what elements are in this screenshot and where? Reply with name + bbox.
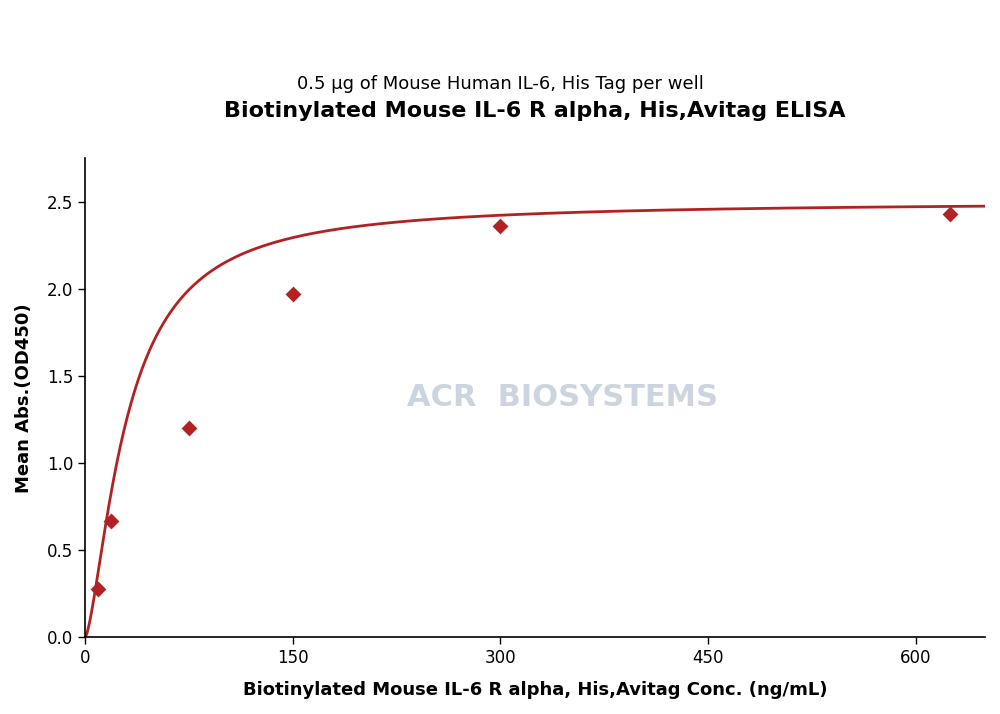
Point: [492, 221, 508, 232]
X-axis label: Biotinylated Mouse IL-6 R alpha, His,Avitag Conc. (ng/mL): Biotinylated Mouse IL-6 R alpha, His,Avi…: [243, 681, 827, 699]
Point: [90, 583, 106, 594]
Y-axis label: Mean Abs.(OD450): Mean Abs.(OD450): [15, 303, 33, 493]
Text: ACR  BIOSYSTEMS: ACR BIOSYSTEMS: [407, 383, 718, 412]
Point: [285, 288, 301, 300]
Title: Biotinylated Mouse IL-6 R alpha, His,Avitag ELISA: Biotinylated Mouse IL-6 R alpha, His,Avi…: [224, 101, 846, 121]
Point: [181, 423, 197, 434]
Point: [942, 208, 958, 220]
Text: 0.5 μg of Mouse Human IL-6, His Tag per well: 0.5 μg of Mouse Human IL-6, His Tag per …: [297, 75, 703, 93]
Point: [103, 515, 119, 526]
